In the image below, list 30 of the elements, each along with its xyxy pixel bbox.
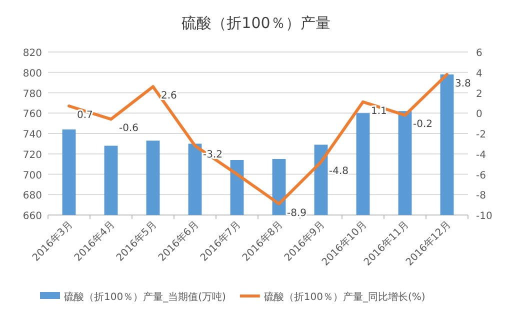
y2-tick-label: 4 [476, 68, 482, 80]
chart-title: 硫酸（折100％）产量 [182, 14, 330, 32]
data-label: 1.1 [371, 106, 387, 117]
y2-tick-label: -2 [476, 130, 486, 140]
y2-tick-label: 6 [476, 48, 482, 59]
data-label: 3.8 [455, 78, 471, 90]
y-tick-label: 700 [22, 170, 42, 182]
data-label: -0.2 [413, 119, 433, 130]
data-label: -4.8 [329, 166, 349, 178]
y-tick-label: 660 [22, 211, 42, 222]
legend-label: 硫酸（折100％）产量_同比增长(%) [264, 291, 426, 303]
y-tick-label: 720 [22, 150, 42, 161]
y2-tick-label: -4 [476, 150, 486, 161]
data-label: 0.7 [77, 110, 93, 121]
legend-label: 硫酸（折100％）产量_当期值(万吨) [64, 291, 226, 303]
y2-tick-label: -8 [476, 190, 486, 202]
y2-tick-label: 0 [476, 109, 482, 120]
y-tick-label: 800 [22, 68, 42, 80]
y-tick-label: 820 [22, 48, 42, 59]
y-tick-label: 740 [22, 130, 42, 140]
y2-tick-label: 2 [476, 88, 482, 100]
data-label: -8.9 [287, 208, 307, 219]
y-tick-label: 780 [22, 88, 42, 100]
y2-tick-label: -6 [476, 170, 486, 182]
data-label: -0.6 [119, 123, 139, 134]
y2-tick-label: -10 [476, 211, 492, 222]
data-label: 2.6 [161, 90, 177, 102]
line-series [68, 72, 448, 206]
y-tick-label: 680 [22, 190, 42, 202]
y-tick-label: 760 [22, 109, 42, 120]
